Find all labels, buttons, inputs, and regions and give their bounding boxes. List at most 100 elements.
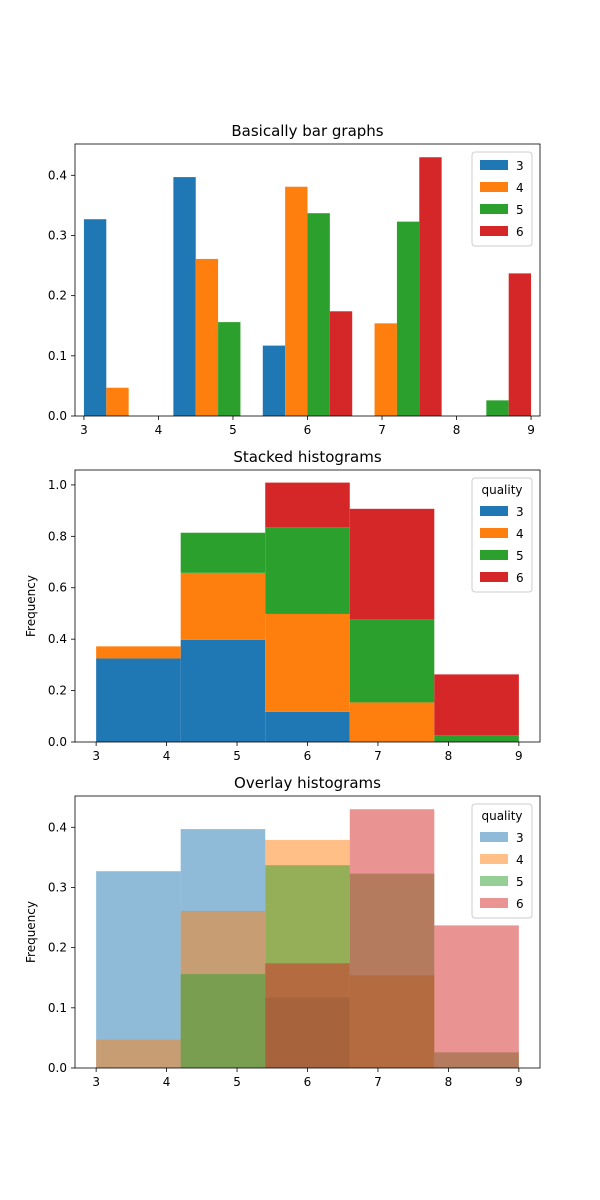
legend-title: quality: [481, 483, 522, 497]
legend-label-6: 6: [516, 897, 524, 911]
bars-group: [96, 482, 519, 742]
y-tick-label: 0.3: [48, 228, 67, 242]
legend: quality 3 4 5 6: [471, 803, 533, 919]
legend-box: [471, 151, 533, 247]
bar-series-5: [396, 221, 420, 416]
legend-label-5: 5: [516, 875, 524, 889]
bar-series-5: [265, 527, 350, 614]
bar-series-6: [419, 157, 442, 416]
x-tick-label: 9: [515, 1075, 523, 1089]
legend-swatch-4: [480, 854, 508, 864]
bar-series-3: [96, 871, 181, 1068]
bar-series-5: [434, 735, 519, 742]
bar-series-6: [265, 963, 350, 1068]
y-tick-label: 0.0: [48, 409, 67, 423]
charts-group: 3 4 5 6 7 8 9 0.0 0.1 0.2 0.3 0.4 Basically bar grap…: [24, 122, 541, 1089]
bar-series-5: [218, 322, 241, 416]
y-tick-label: 0.2: [48, 289, 67, 303]
bar-series-4: [349, 702, 435, 742]
chart-1: 3 4 5 6 7 8 9 0.0 0.1 0.2 0.3 0.4 Basically bar grap…: [48, 122, 541, 437]
x-tick-label: 6: [304, 423, 312, 437]
legend-label-4: 4: [516, 853, 524, 867]
y-tick-label: 0.3: [48, 880, 67, 894]
bar-series-4: [195, 258, 219, 416]
bar-series-3: [96, 658, 181, 742]
bars-group: [96, 809, 519, 1068]
bar-series-6: [265, 482, 350, 528]
legend-swatch-5: [480, 204, 508, 214]
x-tick-label: 5: [229, 423, 237, 437]
legend-label-3: 3: [516, 831, 524, 845]
y-axis-label: Frequency: [24, 575, 38, 637]
legend-swatch-5: [480, 550, 508, 560]
x-tick-label: 3: [92, 749, 100, 763]
y-tick-label: 0.0: [48, 1061, 67, 1075]
bar-series-5: [180, 532, 266, 573]
bar-series-6: [329, 311, 353, 416]
x-tick-label: 3: [80, 423, 88, 437]
chart-title: Stacked histograms: [233, 448, 382, 466]
bar-series-5: [307, 213, 330, 416]
legend: 3 4 5 6: [471, 151, 533, 247]
legend-title: quality: [481, 809, 522, 823]
y-tick-label: 0.2: [48, 684, 67, 698]
bar-series-6: [434, 674, 519, 736]
bar-series-4: [106, 387, 129, 416]
bar-series-5: [486, 400, 509, 416]
bar-series-4: [96, 646, 181, 659]
y-tick-label: 0.6: [48, 581, 67, 595]
bar-series-5: [180, 974, 266, 1068]
x-tick-label: 4: [163, 1075, 171, 1089]
legend-swatch-6: [480, 898, 508, 908]
y-tick-label: 1.0: [48, 478, 67, 492]
bar-series-5: [349, 619, 435, 703]
y-axis: 0.0 0.1 0.2 0.3 0.4: [48, 168, 75, 423]
legend-swatch-3: [480, 832, 508, 842]
y-tick-label: 0.1: [48, 1001, 67, 1015]
x-tick-label: 7: [374, 1075, 382, 1089]
x-tick-label: 3: [92, 1075, 100, 1089]
y-tick-label: 0.4: [48, 168, 67, 182]
y-tick-label: 0.4: [48, 820, 67, 834]
x-tick-label: 9: [515, 749, 523, 763]
x-tick-label: 8: [445, 1075, 453, 1089]
x-axis: 3 4 5 6 7 8 9: [92, 1068, 523, 1089]
legend-label-4: 4: [516, 181, 524, 195]
x-tick-label: 5: [233, 749, 241, 763]
x-tick-label: 4: [155, 423, 163, 437]
y-axis-label: Frequency: [24, 901, 38, 963]
legend-swatch-3: [480, 160, 508, 170]
y-tick-label: 0.0: [48, 735, 67, 749]
y-tick-label: 0.1: [48, 349, 67, 363]
x-tick-label: 7: [374, 749, 382, 763]
legend-label-3: 3: [516, 505, 524, 519]
legend-label-6: 6: [516, 571, 524, 585]
bar-series-4: [96, 1039, 181, 1068]
x-tick-label: 9: [527, 423, 535, 437]
x-tick-label: 6: [304, 749, 312, 763]
bar-series-4: [285, 186, 308, 416]
legend-label-5: 5: [516, 203, 524, 217]
legend-swatch-3: [480, 506, 508, 516]
bar-series-6: [508, 273, 532, 416]
y-tick-label: 0.4: [48, 632, 67, 646]
x-axis: 3 4 5 6 7 8 9: [92, 742, 523, 763]
y-tick-label: 0.8: [48, 529, 67, 543]
legend-label-5: 5: [516, 549, 524, 563]
legend-label-6: 6: [516, 225, 524, 239]
bar-series-6: [434, 925, 519, 1068]
bar-series-3: [173, 177, 196, 416]
legend-swatch-4: [480, 528, 508, 538]
chart-title: Basically bar graphs: [231, 122, 383, 140]
x-tick-label: 5: [233, 1075, 241, 1089]
bar-series-4: [180, 572, 266, 640]
legend-swatch-4: [480, 182, 508, 192]
y-tick-label: 0.2: [48, 941, 67, 955]
chart-3: 3 4 5 6 7 8 9 0.0 0.1 0.2 0.3 0.4 Overlay histograms…: [24, 774, 541, 1089]
bar-series-3: [262, 345, 286, 416]
bar-series-3: [180, 639, 266, 742]
bar-series-3: [265, 711, 350, 742]
bar-series-6: [349, 809, 435, 1068]
bar-series-4: [265, 613, 350, 712]
